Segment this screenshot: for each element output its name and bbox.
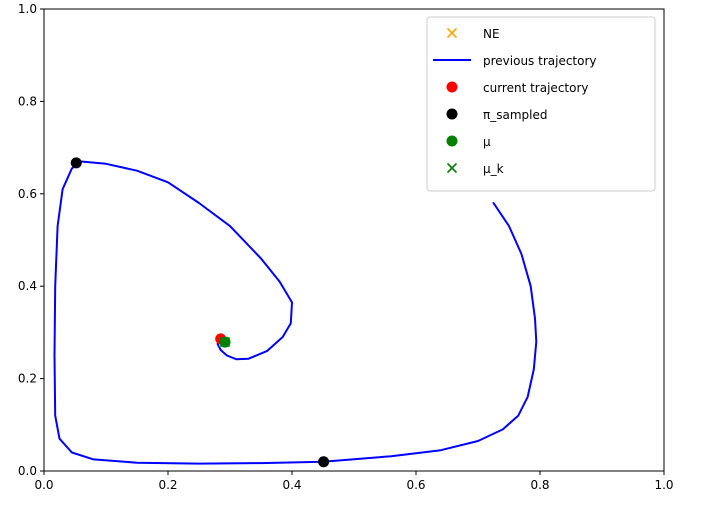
y-tick-label: 0.0 [18,464,37,478]
legend-swatch-current-trajectory [446,81,458,93]
legend-swatch-mu-k [446,162,458,174]
y-tick-label: 0.4 [18,279,37,293]
legend-label-current-trajectory: current trajectory [483,81,589,95]
legend-label-mu: μ [483,135,491,149]
y-tick-label: 0.2 [18,372,37,386]
legend-label-pi-sampled: π_sampled [483,108,547,122]
y-tick-label: 0.6 [18,187,37,201]
legend-label-previous-trajectory: previous trajectory [483,54,597,68]
legend-box [426,16,656,192]
x-tick-label: 0.2 [158,478,177,492]
point-pi-sampled [318,456,330,468]
legend: NE previous trajectory current trajectory π… [426,16,656,192]
plot-content [53,157,538,468]
x-axis: 0.0 0.2 0.4 0.6 0.8 1.0 [34,471,674,492]
legend-label-ne: NE [483,27,500,41]
axes-frame [43,8,665,472]
legend-swatch-ne [446,27,458,39]
y-tick-label: 0.8 [18,94,37,108]
point-mu-k [219,337,231,348]
x-tick-label: 0.4 [282,478,301,492]
legend-swatch-mu [446,135,458,147]
x-tick-label: 0.0 [34,478,53,492]
legend-label-mu-k: μ_k [483,162,504,176]
x-tick-label: 0.8 [530,478,549,492]
y-axis: 0.0 0.2 0.4 0.6 0.8 1.0 [18,2,44,478]
legend-swatch-pi-sampled [446,108,458,120]
point-pi-sampled [70,157,82,169]
x-tick-label: 1.0 [654,478,673,492]
series-line-previous-trajectory [53,160,538,465]
x-tick-label: 0.6 [406,478,425,492]
y-tick-label: 1.0 [18,2,37,16]
